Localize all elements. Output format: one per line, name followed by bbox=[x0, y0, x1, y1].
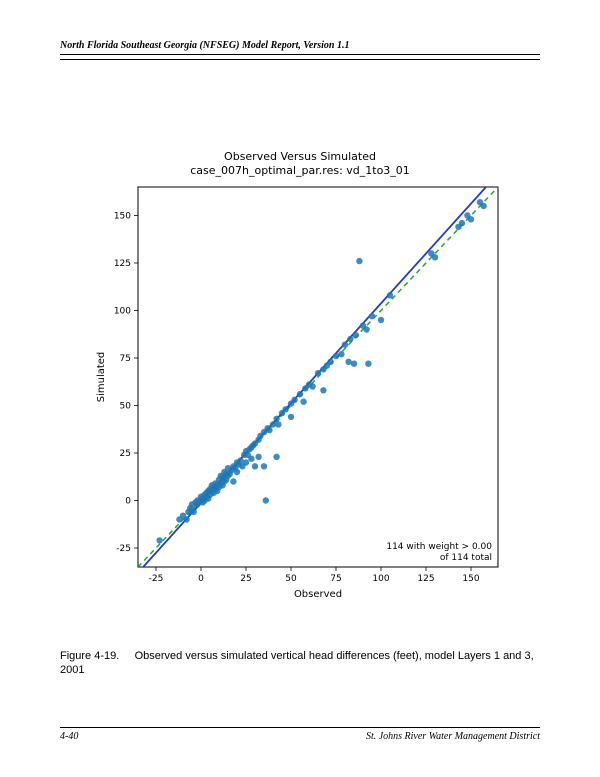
svg-text:150: 150 bbox=[113, 211, 130, 221]
svg-text:100: 100 bbox=[113, 306, 130, 316]
svg-text:0: 0 bbox=[125, 496, 131, 506]
chart-container: -25 -25 0 0 25 25 50 50 75 75 100 100 125 125 150 150 Ob… bbox=[93, 182, 508, 603]
svg-text:-25: -25 bbox=[116, 544, 131, 554]
svg-text:-25: -25 bbox=[148, 574, 163, 584]
figure-caption: Figure 4-19. Observed versus simulated v… bbox=[60, 649, 540, 679]
scatter-chart: -25 -25 0 0 25 25 50 50 75 75 100 100 125 125 150 150 Ob… bbox=[93, 182, 508, 603]
svg-text:Observed: Observed bbox=[293, 589, 341, 600]
header-title: North Florida Southeast Georgia (NFSEG) … bbox=[60, 40, 350, 51]
caption-text: Observed versus simulated vertical head … bbox=[60, 650, 534, 677]
svg-text:100: 100 bbox=[372, 574, 389, 584]
svg-text:Simulated: Simulated bbox=[96, 351, 107, 402]
page-header: North Florida Southeast Georgia (NFSEG) … bbox=[60, 40, 540, 55]
chart-title-line2: case_007h_optimal_par.res: vd_1to3_01 bbox=[190, 164, 410, 177]
svg-text:50: 50 bbox=[119, 401, 131, 411]
caption-label: Figure 4-19. bbox=[60, 650, 119, 662]
svg-text:75: 75 bbox=[330, 574, 341, 584]
footer-page-num: 4-40 bbox=[60, 731, 78, 742]
chart-block: Observed Versus Simulated case_007h_opti… bbox=[93, 150, 508, 603]
svg-text:125: 125 bbox=[417, 574, 434, 584]
svg-text:75: 75 bbox=[119, 354, 130, 364]
chart-title-line1: Observed Versus Simulated bbox=[224, 150, 376, 163]
page: North Florida Southeast Georgia (NFSEG) … bbox=[0, 0, 600, 777]
svg-text:of 114 total: of 114 total bbox=[439, 553, 491, 563]
header-rule bbox=[60, 59, 540, 60]
chart-title: Observed Versus Simulated case_007h_opti… bbox=[93, 150, 508, 178]
svg-text:125: 125 bbox=[113, 259, 130, 269]
svg-text:50: 50 bbox=[285, 574, 297, 584]
svg-text:114 with weight > 0.00: 114 with weight > 0.00 bbox=[386, 542, 492, 552]
footer-org: St. Johns River Water Management Distric… bbox=[366, 731, 540, 742]
chart-wrapper: Observed Versus Simulated case_007h_opti… bbox=[60, 150, 540, 603]
page-footer: 4-40 St. Johns River Water Management Di… bbox=[60, 727, 540, 742]
svg-text:25: 25 bbox=[240, 574, 251, 584]
svg-text:150: 150 bbox=[462, 574, 479, 584]
svg-text:0: 0 bbox=[198, 574, 204, 584]
svg-text:25: 25 bbox=[119, 449, 130, 459]
